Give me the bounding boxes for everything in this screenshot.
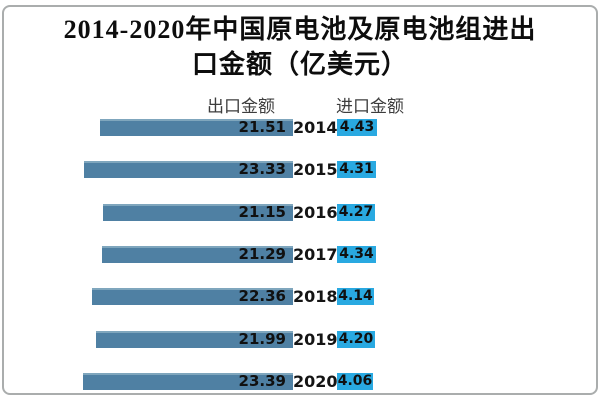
export-bar: 22.36 bbox=[92, 288, 293, 305]
chart-row: 21.29 2017 4.34 bbox=[0, 246, 600, 263]
export-value-label: 23.33 bbox=[238, 160, 286, 178]
export-bar: 21.51 bbox=[100, 119, 293, 136]
import-bar: 4.31 bbox=[337, 161, 376, 178]
export-value-label: 21.99 bbox=[238, 330, 286, 348]
export-value-label: 23.39 bbox=[238, 372, 286, 390]
export-bar: 21.15 bbox=[103, 204, 293, 221]
export-value-label: 21.51 bbox=[238, 118, 286, 136]
import-series-header: 进口金额 bbox=[336, 97, 404, 116]
chart-row: 23.33 2015 4.31 bbox=[0, 161, 600, 178]
chart-title: 2014-2020年中国原电池及原电池组进出 口金额（亿美元） bbox=[0, 12, 600, 82]
chart-border-frame bbox=[2, 5, 598, 395]
export-bar: 23.39 bbox=[83, 373, 293, 390]
export-bar: 23.33 bbox=[84, 161, 293, 178]
import-value-label: 4.27 bbox=[338, 204, 374, 220]
import-bar: 4.27 bbox=[337, 204, 375, 221]
chart-row: 22.36 2018 4.14 bbox=[0, 288, 600, 305]
chart-row: 23.39 2020 4.06 bbox=[0, 373, 600, 390]
export-value-label: 21.29 bbox=[238, 245, 286, 263]
chart-row: 21.15 2016 4.27 bbox=[0, 204, 600, 221]
import-value-label: 4.31 bbox=[339, 161, 374, 177]
export-value-label: 21.15 bbox=[238, 203, 286, 221]
import-value-label: 4.34 bbox=[339, 246, 374, 262]
year-label: 2016 bbox=[293, 203, 338, 222]
year-label: 2020 bbox=[293, 372, 338, 391]
chart-row: 21.51 2014 4.43 bbox=[0, 119, 600, 136]
import-value-label: 4.06 bbox=[337, 373, 373, 389]
export-value-label: 22.36 bbox=[238, 287, 286, 305]
import-bar: 4.43 bbox=[337, 119, 377, 136]
export-series-header: 出口金额 bbox=[207, 97, 275, 116]
chart-title-line1: 2014-2020年中国原电池及原电池组进出 bbox=[63, 15, 537, 44]
import-value-label: 4.20 bbox=[338, 331, 374, 347]
chart-title-line2: 口金额（亿美元） bbox=[191, 50, 408, 79]
export-bar: 21.29 bbox=[102, 246, 293, 263]
export-bar: 21.99 bbox=[96, 331, 293, 348]
import-bar: 4.14 bbox=[337, 288, 374, 305]
import-bar: 4.34 bbox=[337, 246, 376, 263]
year-label: 2017 bbox=[293, 245, 338, 264]
year-label: 2018 bbox=[293, 287, 338, 306]
import-bar: 4.20 bbox=[337, 331, 375, 348]
chart-row: 21.99 2019 4.20 bbox=[0, 331, 600, 348]
year-label: 2015 bbox=[293, 160, 338, 179]
year-label: 2014 bbox=[293, 118, 338, 137]
import-value-label: 4.43 bbox=[339, 119, 375, 135]
import-bar: 4.06 bbox=[337, 373, 373, 390]
year-label: 2019 bbox=[293, 330, 338, 349]
import-value-label: 4.14 bbox=[338, 288, 373, 304]
